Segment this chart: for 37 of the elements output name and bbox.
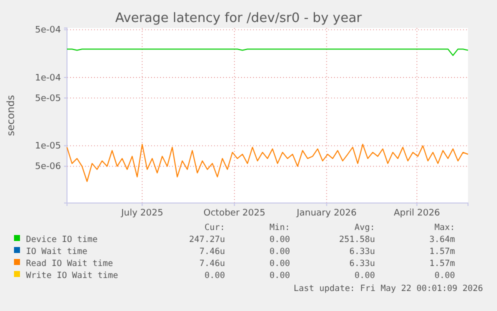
text: 0.00 [270,235,290,245]
text: 6.33u [349,247,375,257]
text: 6.33u [349,259,375,269]
legend-label: IO Wait time [26,247,88,257]
text: 1.57m [429,247,455,257]
x-tick-label: January 2026 [296,208,357,218]
text: 7.46u [199,247,225,257]
text: 251.58u [339,235,375,245]
y-tick-label: 5e-06 [35,162,62,172]
text: Cur: [204,223,225,233]
text: 0.00 [204,271,225,281]
legend-label: Write IO Wait time [26,271,118,281]
line-series [66,144,468,182]
legend-label: Device IO time [26,235,98,245]
text: 247.27u [189,235,225,245]
text: Last update: Fri May 22 00:01:09 2026 [294,284,483,294]
text: 0.00 [270,271,290,281]
text: 0.00 [270,247,290,257]
text: Max: [434,223,455,233]
text: 0.00 [434,271,455,281]
text: Avg: [354,223,375,233]
x-tick-label: April 2026 [394,208,440,218]
y-axis-title: seconds [6,95,17,136]
y-tick-label: 5e-05 [35,94,61,104]
text: 7.46u [199,259,225,269]
y-tick-label: 1e-05 [35,142,61,152]
text: 3.64m [429,235,455,245]
text: 1.57m [429,259,455,269]
y-tick-label: 5e-04 [35,26,62,36]
text: 0.00 [354,271,375,281]
chart-title: Average latency for /dev/sr0 - by year [115,11,362,26]
y-tick-label: 1e-04 [35,73,62,84]
x-tick-label: July 2025 [120,208,164,218]
x-tick-label: October 2025 [204,208,266,218]
legend-label: Read IO Wait time [26,259,113,269]
text: 0.00 [270,259,290,269]
text: Min: [270,223,290,233]
